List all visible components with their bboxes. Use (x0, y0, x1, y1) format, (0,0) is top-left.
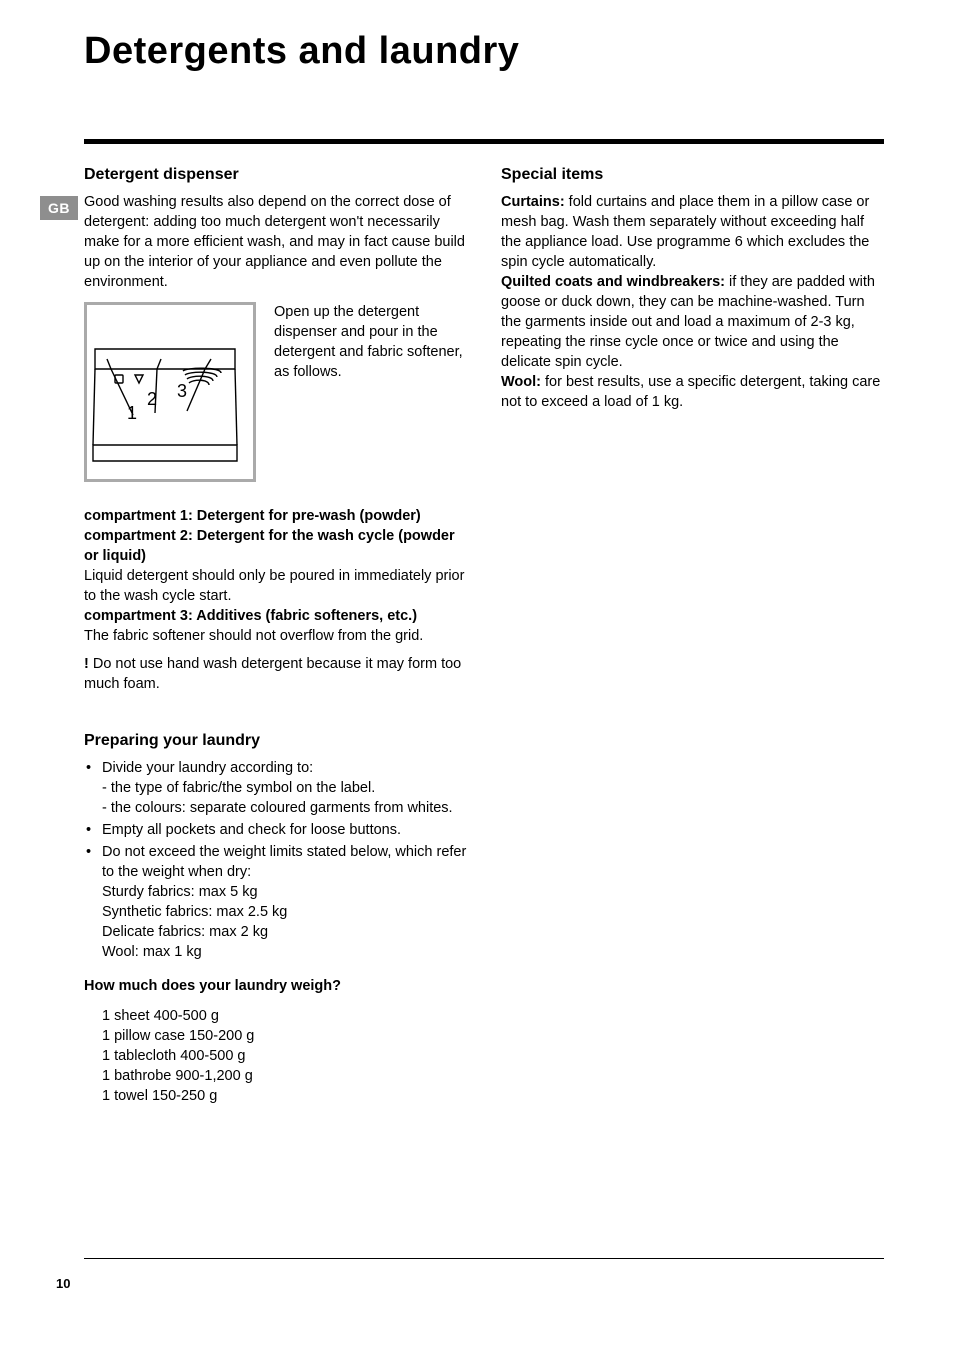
divider-top (84, 139, 884, 144)
weight-line: Delicate fabrics: max 2 kg (102, 922, 467, 942)
figure-label-3: 3 (177, 381, 187, 401)
dispenser-open-text: Open up the detergent dispenser and pour… (274, 302, 467, 382)
sub-line: - the type of fabric/the symbol on the l… (102, 778, 467, 798)
foam-warning: ! Do not use hand wash detergent because… (84, 654, 467, 694)
content-columns: Detergent dispenser Good washing results… (84, 166, 884, 1106)
weight-item: 1 tablecloth 400-500 g (102, 1046, 467, 1066)
list-item: Empty all pockets and check for loose bu… (84, 820, 467, 840)
dispenser-drawing-icon: 1 2 3 (87, 305, 253, 479)
heading-detergent-dispenser: Detergent dispenser (84, 166, 467, 184)
sub-line: - the colours: separate coloured garment… (102, 798, 467, 818)
weights-heading: How much does your laundry weigh? (84, 976, 467, 996)
region-badge: GB (40, 196, 78, 220)
weight-line: Wool: max 1 kg (102, 942, 467, 962)
weight-line: Synthetic fabrics: max 2.5 kg (102, 902, 467, 922)
weights-list: 1 sheet 400-500 g 1 pillow case 150-200 … (84, 1006, 467, 1106)
heading-special-items: Special items (501, 166, 884, 184)
warning-text: Do not use hand wash detergent because i… (84, 656, 461, 692)
page-number: 10 (56, 1276, 70, 1291)
divider-bottom (84, 1258, 884, 1259)
page-container: Detergents and laundry GB Detergent disp… (0, 0, 954, 1351)
weight-item: 1 sheet 400-500 g (102, 1006, 467, 1026)
special-items-body: Curtains: fold curtains and place them i… (501, 192, 884, 412)
list-item: Do not exceed the weight limits stated b… (84, 842, 467, 962)
figure-label-2: 2 (147, 389, 157, 409)
figure-label-1: 1 (127, 403, 137, 423)
right-column: Special items Curtains: fold curtains an… (501, 166, 884, 1106)
dispenser-figure: 1 2 3 (84, 302, 256, 482)
compartment-1-label: compartment 1: Detergent for pre-wash (p… (84, 506, 467, 526)
compartment-2-label: compartment 2: Detergent for the wash cy… (84, 526, 467, 566)
dispenser-row: 1 2 3 Open up the detergent dispenser an… (84, 302, 467, 482)
preparing-list: Divide your laundry according to: - the … (84, 758, 467, 962)
compartment-2-note: Liquid detergent should only be poured i… (84, 566, 467, 606)
weight-item: 1 bathrobe 900-1,200 g (102, 1066, 467, 1086)
compartment-3-note: The fabric softener should not overflow … (84, 626, 467, 646)
weight-item: 1 pillow case 150-200 g (102, 1026, 467, 1046)
bullet-text: Do not exceed the weight limits stated b… (102, 844, 466, 880)
quilted-label: Quilted coats and windbreakers: (501, 274, 725, 290)
detergent-intro: Good washing results also depend on the … (84, 192, 467, 292)
list-item: Divide your laundry according to: - the … (84, 758, 467, 818)
wool-label: Wool: (501, 374, 541, 390)
page-title: Detergents and laundry (84, 30, 884, 73)
heading-preparing-laundry: Preparing your laundry (84, 732, 467, 750)
weight-line: Sturdy fabrics: max 5 kg (102, 882, 467, 902)
compartment-3-label: compartment 3: Additives (fabric softene… (84, 606, 467, 626)
weight-item: 1 towel 150-250 g (102, 1086, 467, 1106)
curtains-label: Curtains: (501, 194, 565, 210)
wool-text: for best results, use a specific deterge… (501, 374, 880, 410)
bullet-text: Divide your laundry according to: (102, 760, 313, 776)
left-column: Detergent dispenser Good washing results… (84, 166, 467, 1106)
